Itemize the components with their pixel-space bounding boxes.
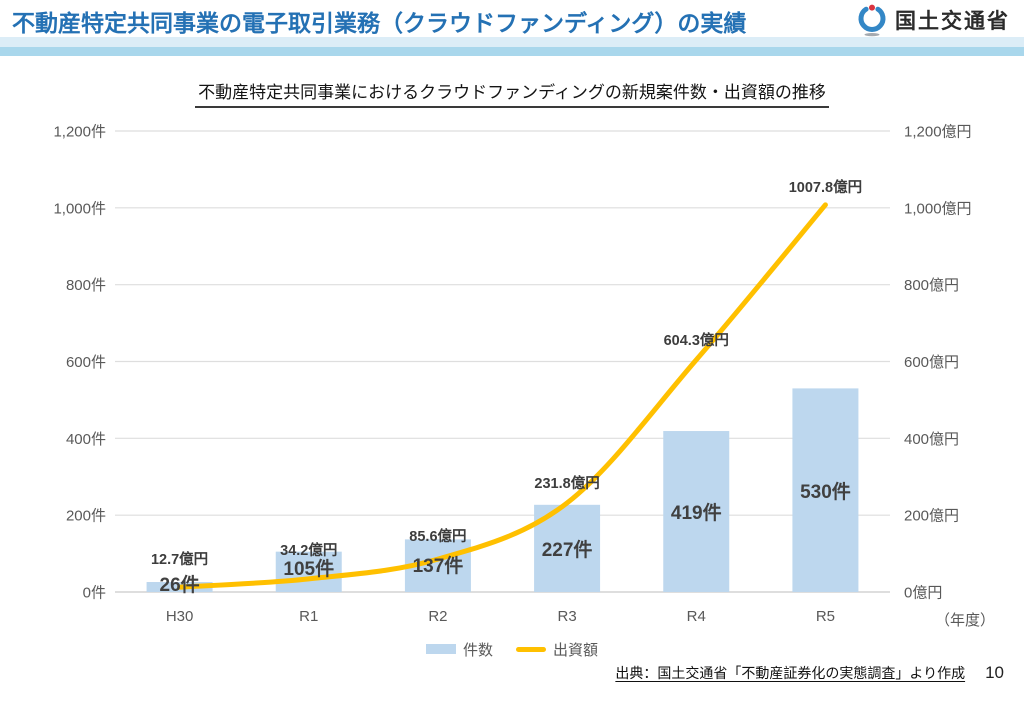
y-axis-tick-left: 1,000件 bbox=[53, 200, 106, 217]
x-axis-label: H30 bbox=[166, 608, 194, 625]
logo-red-dot bbox=[869, 4, 875, 11]
x-axis-label: R2 bbox=[428, 608, 447, 625]
bar-value-label: 530件 bbox=[800, 480, 851, 503]
line-value-label: 85.6億円 bbox=[409, 527, 466, 545]
page-title: 不動産特定共同事業の電子取引業務（クラウドファンディング）の実績 bbox=[12, 10, 747, 36]
chart-canvas: 0件 0億円 200件 200億円 400件 400億円 600件 600億円 800件 800億… bbox=[53, 124, 972, 626]
x-axis-label: R3 bbox=[557, 608, 576, 625]
line-value-label: 604.3億円 bbox=[664, 331, 729, 349]
y-axis-tick-right: 400億円 bbox=[904, 431, 959, 448]
bar-value-label: 26件 bbox=[160, 573, 200, 596]
source-text: 出典：国土交通省「不動産証券化の実態調査」より作成 bbox=[615, 665, 966, 681]
bar-R5 bbox=[792, 388, 859, 592]
divider-band-light bbox=[0, 37, 1024, 47]
line-value-label: 34.2億円 bbox=[280, 541, 337, 559]
page-footer: 出典：国土交通省「不動産証券化の実態調査」より作成 10 bbox=[615, 663, 1004, 683]
chart-title-row: 不動産特定共同事業におけるクラウドファンディングの新規案件数・出資額の推移 bbox=[0, 78, 1024, 108]
y-axis-tick-right: 200億円 bbox=[904, 508, 959, 525]
mlit-logo: 国土交通省 bbox=[856, 3, 1010, 37]
line-value-label: 12.7億円 bbox=[151, 550, 208, 568]
legend-bar-swatch bbox=[425, 644, 456, 654]
y-axis-tick-right: 1,200億円 bbox=[904, 124, 972, 141]
y-axis-tick-left: 400件 bbox=[66, 431, 106, 448]
y-axis-tick-right: 0億円 bbox=[904, 585, 942, 602]
y-axis-tick-right: 1,000億円 bbox=[904, 200, 972, 217]
header-divider-band bbox=[0, 37, 1024, 56]
x-axis-label: R5 bbox=[816, 608, 835, 625]
legend-bar-label: 件数 bbox=[462, 641, 493, 659]
page-number: 10 bbox=[985, 663, 1004, 682]
y-axis-tick-left: 1,200件 bbox=[53, 124, 106, 141]
logo-shadow bbox=[864, 33, 880, 37]
mlit-logo-text: 国土交通省 bbox=[895, 10, 1010, 33]
divider-band-dark bbox=[0, 47, 1024, 56]
y-axis-tick-left: 600件 bbox=[66, 354, 106, 371]
line-value-label: 231.8億円 bbox=[534, 474, 599, 492]
y-axis-tick-left: 0件 bbox=[83, 585, 106, 602]
chart-title: 不動産特定共同事業におけるクラウドファンディングの新規案件数・出資額の推移 bbox=[195, 78, 829, 108]
y-axis-tick-left: 200件 bbox=[66, 508, 106, 525]
page-header: 不動産特定共同事業の電子取引業務（クラウドファンディング）の実績 国土交通省 bbox=[0, 0, 1024, 37]
investment-line bbox=[177, 202, 828, 590]
y-axis-tick-left: 800件 bbox=[66, 277, 106, 294]
line-value-label: 1007.8億円 bbox=[789, 178, 862, 196]
x-axis-unit-label: （年度） bbox=[934, 612, 995, 629]
y-axis-tick-right: 600億円 bbox=[904, 354, 959, 371]
x-axis-label: R4 bbox=[687, 608, 706, 625]
chart-legend: 件数 出資額 bbox=[0, 639, 1024, 659]
logo-swoosh bbox=[858, 6, 886, 32]
bar-R1 bbox=[275, 551, 342, 592]
mlit-logo-icon bbox=[858, 4, 886, 37]
bar-value-label: 105件 bbox=[283, 557, 334, 580]
legend-line-label: 出資額 bbox=[553, 641, 599, 659]
bar-value-label: 137件 bbox=[413, 554, 464, 577]
x-axis-label: R1 bbox=[299, 608, 318, 625]
bar-value-label: 419件 bbox=[671, 501, 722, 524]
bar-value-label: 227件 bbox=[542, 538, 593, 561]
bar-R4 bbox=[663, 431, 730, 592]
legend-line-swatch bbox=[516, 646, 546, 652]
y-axis-tick-right: 800億円 bbox=[904, 277, 959, 294]
